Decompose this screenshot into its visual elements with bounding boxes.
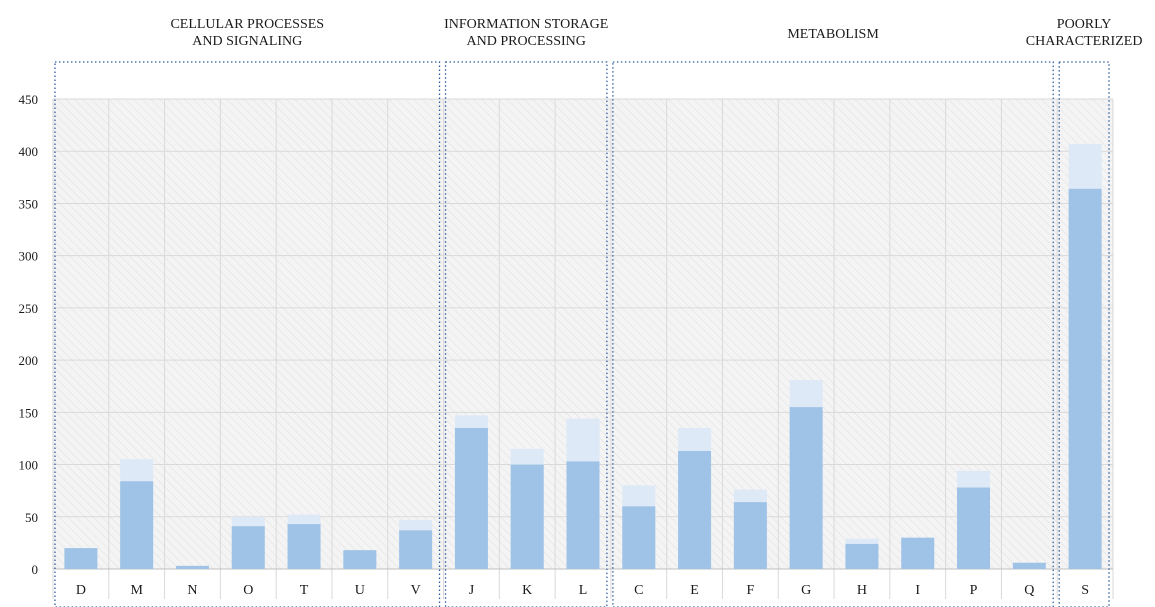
bar-primary [845,543,879,569]
x-category-label: H [857,583,867,598]
gridlines [52,98,1114,599]
group-title-line: AND SIGNALING [192,34,302,49]
group-title-line: METABOLISM [787,27,879,42]
x-category-label: K [522,583,532,598]
x-category-label: M [130,583,143,598]
y-tick-label: 50 [25,510,38,525]
bar-primary [678,450,712,569]
bar-primary [231,526,265,569]
group-box [444,61,608,607]
group-box [1058,61,1110,607]
x-category-label: D [76,583,86,598]
y-tick-label: 100 [19,458,39,473]
group-title-line: CELLULAR PROCESSES [170,17,324,32]
x-category-label: G [801,583,811,598]
bar-primary [566,461,600,569]
bar-primary [789,407,823,569]
x-category-label: N [187,583,197,598]
x-category-label: F [746,583,754,598]
x-category-label: E [690,583,699,598]
x-category-label: O [243,583,253,598]
bar-primary [901,537,935,569]
bar-primary [957,487,991,569]
y-tick-label: 300 [19,249,39,264]
bar-primary [120,481,154,569]
bar-primary [343,550,377,569]
x-category-label: P [970,583,978,598]
x-category-label: V [411,583,421,598]
bar-primary [175,565,209,569]
y-tick-label: 250 [19,301,39,316]
x-category-label: S [1081,583,1089,598]
y-tick-label: 450 [19,92,39,107]
bar-primary [733,502,767,569]
y-tick-label: 150 [19,405,39,420]
group-title-line: INFORMATION STORAGE [444,17,608,32]
y-axis: 0 50 100 150 200 250 300 350 400 450 [19,92,39,577]
bar-primary [399,530,433,569]
y-tick-label: 200 [19,353,39,368]
bar-primary [1012,562,1046,569]
bar-primary [454,428,488,569]
group-box [54,61,441,607]
x-category-label: I [915,583,920,598]
group-title-line: AND PROCESSING [466,34,585,49]
y-tick-label: 400 [19,144,39,159]
x-category-label: L [579,583,588,598]
x-category-label: T [300,583,309,598]
bar-primary [510,464,544,569]
x-category-label: J [469,583,475,598]
x-category-label: U [355,583,365,598]
group-title-line: CHARACTERIZED [1026,34,1143,49]
y-tick-label: 0 [32,562,39,577]
group-title-line: POORLY [1057,17,1112,32]
y-tick-label: 350 [19,196,39,211]
group-box [612,61,1054,607]
bars [64,143,1102,570]
bar-primary [64,548,98,569]
x-category-label: C [634,583,643,598]
bar-primary [622,506,656,569]
category-groups: CELLULAR PROCESSES AND SIGNALING INFORMATI… [54,17,1143,607]
bar-primary [287,524,321,569]
x-category-label: Q [1024,583,1034,598]
bar-primary [1068,188,1102,570]
